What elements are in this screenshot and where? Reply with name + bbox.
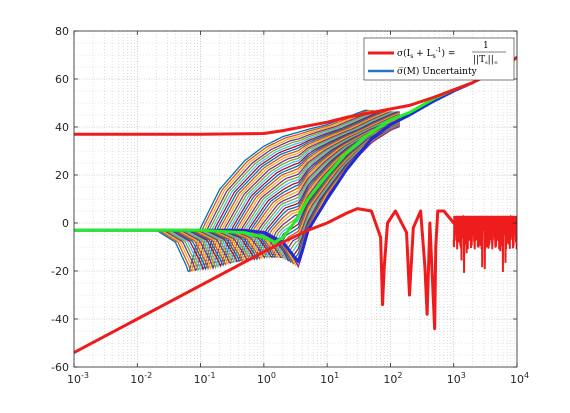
series-red-lower (74, 207, 517, 354)
legend-box (363, 37, 515, 81)
y-tick-label: -40 (51, 313, 69, 326)
series-red-upper (74, 56, 517, 136)
x-tick-label: 103 (447, 371, 466, 386)
y-tick-labels: -60 -40 -20 0 20 40 60 80 (51, 25, 69, 374)
main-series (74, 56, 517, 354)
axis-ticks (73, 30, 518, 368)
x-tick-label: 101 (320, 371, 339, 386)
y-tick-label: 60 (55, 73, 69, 86)
y-tick-label: 80 (55, 25, 69, 38)
x-tick-label: 10-1 (194, 371, 216, 386)
legend-entry-gain-bound: σ(Is + Ls-1) = (397, 47, 455, 60)
y-tick-label: -60 (51, 361, 69, 374)
x-tick-labels: 10-3 10-2 10-1 100 101 102 103 104 (67, 371, 529, 386)
y-tick-label: 20 (55, 169, 69, 182)
plot-frame (73, 30, 518, 368)
y-tick-label: 40 (55, 121, 69, 134)
series-red-lower-tail (452, 214, 517, 273)
legend-entry-uncertainty: σ̅(M) Uncertainty (397, 66, 478, 77)
y-tick-label: -20 (51, 265, 69, 278)
legend: σ(Is + Ls-1) = 1 ||Ts||∞ σ̅(M) Uncertain… (363, 37, 515, 81)
legend-fraction-denominator: ||Ts||∞ (473, 55, 498, 66)
y-tick-label: 0 (62, 217, 69, 230)
x-tick-label: 100 (257, 371, 276, 386)
x-tick-label: 10-2 (130, 371, 152, 386)
x-tick-label: 104 (510, 371, 529, 386)
x-tick-label: 10-3 (67, 371, 89, 386)
x-tick-label: 102 (383, 371, 402, 386)
legend-fraction-numerator: 1 (483, 41, 489, 51)
